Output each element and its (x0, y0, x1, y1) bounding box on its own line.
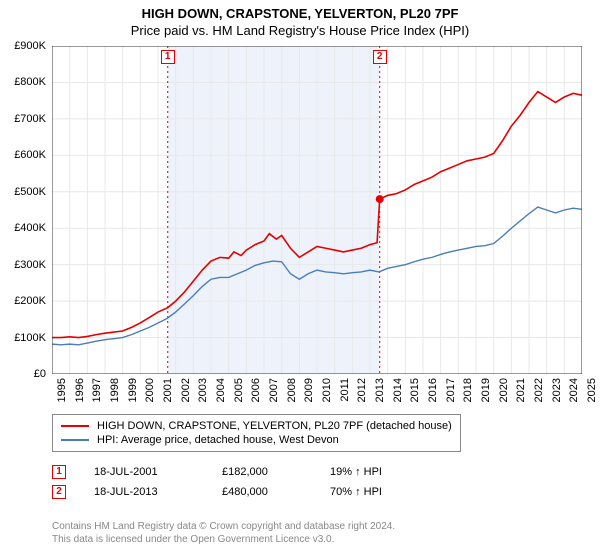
x-tick-label: 2008 (286, 378, 298, 402)
x-tick-label: 2012 (356, 378, 368, 402)
x-tick-label: 2024 (568, 378, 580, 402)
x-tick-label: 1997 (91, 378, 103, 402)
transaction-date: 18-JUL-2001 (94, 466, 194, 478)
y-tick-label: £700K (0, 113, 46, 125)
y-tick-label: £800K (0, 76, 46, 88)
y-tick-label: £200K (0, 295, 46, 307)
x-tick-label: 2016 (427, 378, 439, 402)
y-tick-label: £500K (0, 186, 46, 198)
x-tick-label: 1995 (56, 378, 68, 402)
legend: HIGH DOWN, CRAPSTONE, YELVERTON, PL20 7P… (52, 414, 461, 452)
x-tick-label: 2013 (374, 378, 386, 402)
x-tick-label: 2018 (462, 378, 474, 402)
x-tick-label: 2000 (144, 378, 156, 402)
x-tick-label: 1999 (127, 378, 139, 402)
x-tick-label: 2020 (498, 378, 510, 402)
x-tick-label: 2002 (180, 378, 192, 402)
transaction-table: 1 18-JUL-2001 £182,000 19% ↑ HPI 2 18-JUL-201… (52, 462, 382, 502)
transaction-row-marker: 2 (52, 485, 66, 499)
transaction-row: 2 18-JUL-2013 £480,000 70% ↑ HPI (52, 482, 382, 502)
x-tick-label: 2023 (551, 378, 563, 402)
transaction-marker-box: 1 (161, 50, 175, 64)
y-tick-label: £900K (0, 40, 46, 52)
x-tick-label: 2010 (321, 378, 333, 402)
y-tick-label: £0 (0, 368, 46, 380)
chart-title: HIGH DOWN, CRAPSTONE, YELVERTON, PL20 7P… (0, 0, 600, 21)
footer-attribution: Contains HM Land Registry data © Crown c… (52, 520, 395, 546)
chart-subtitle: Price paid vs. HM Land Registry's House … (0, 21, 600, 44)
y-tick-label: £400K (0, 222, 46, 234)
x-tick-label: 2011 (339, 378, 351, 402)
x-tick-label: 2025 (586, 378, 598, 402)
x-tick-label: 2004 (215, 378, 227, 402)
x-tick-label: 2003 (197, 378, 209, 402)
transaction-row-marker: 1 (52, 465, 66, 479)
transaction-marker-box: 2 (373, 50, 387, 64)
transaction-price: £480,000 (222, 486, 302, 498)
x-tick-label: 1998 (109, 378, 121, 402)
y-tick-label: £100K (0, 332, 46, 344)
chart-container: HIGH DOWN, CRAPSTONE, YELVERTON, PL20 7P… (0, 0, 600, 560)
transaction-date: 18-JUL-2013 (94, 486, 194, 498)
x-tick-label: 2007 (268, 378, 280, 402)
y-tick-label: £300K (0, 259, 46, 271)
chart-plot-area (52, 46, 582, 374)
x-tick-label: 2006 (250, 378, 262, 402)
x-tick-label: 2001 (162, 378, 174, 402)
x-tick-label: 2005 (233, 378, 245, 402)
y-tick-label: £600K (0, 149, 46, 161)
footer-line-1: Contains HM Land Registry data © Crown c… (52, 520, 395, 533)
legend-swatch (61, 439, 89, 441)
x-tick-label: 2009 (303, 378, 315, 402)
transaction-row: 1 18-JUL-2001 £182,000 19% ↑ HPI (52, 462, 382, 482)
legend-swatch (61, 425, 89, 427)
x-tick-label: 2019 (480, 378, 492, 402)
footer-line-2: This data is licensed under the Open Gov… (52, 533, 395, 546)
x-tick-label: 2014 (392, 378, 404, 402)
x-tick-label: 2015 (409, 378, 421, 402)
legend-row: HIGH DOWN, CRAPSTONE, YELVERTON, PL20 7P… (61, 419, 452, 433)
legend-row: HPI: Average price, detached house, West… (61, 433, 452, 447)
chart-svg (52, 46, 582, 374)
transaction-price: £182,000 (222, 466, 302, 478)
x-tick-label: 2017 (445, 378, 457, 402)
x-tick-label: 2022 (533, 378, 545, 402)
legend-label: HIGH DOWN, CRAPSTONE, YELVERTON, PL20 7P… (97, 420, 452, 432)
transaction-delta: 70% ↑ HPI (330, 486, 382, 498)
x-tick-label: 2021 (515, 378, 527, 402)
legend-label: HPI: Average price, detached house, West… (97, 434, 339, 446)
x-tick-label: 1996 (74, 378, 86, 402)
transaction-delta: 19% ↑ HPI (330, 466, 382, 478)
